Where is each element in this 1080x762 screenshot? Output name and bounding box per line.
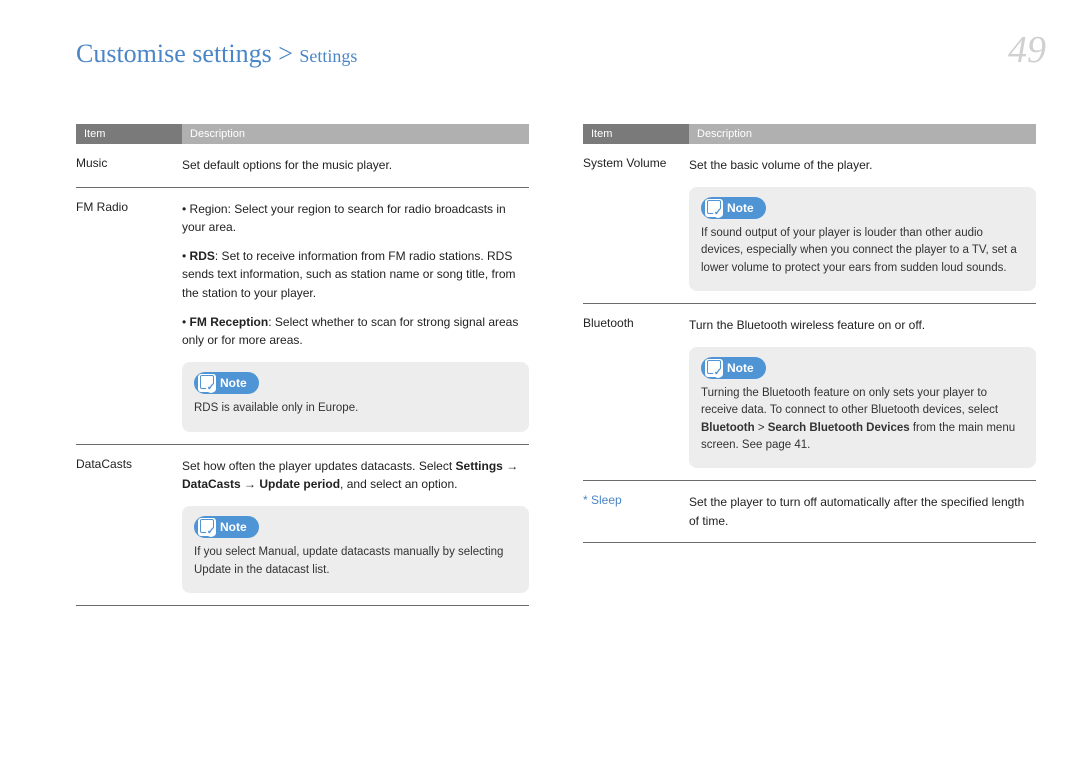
th-item: Item	[76, 124, 182, 144]
arrow-icon: →	[503, 459, 518, 473]
sub-item: • RDS: Set to receive information from F…	[182, 247, 529, 303]
note-part: Turning the Bluetooth feature on only se…	[701, 387, 998, 416]
th-description: Description	[689, 124, 1036, 144]
sub-item: • FM Reception: Select whether to scan f…	[182, 313, 529, 350]
desc-part: , and select an option.	[340, 477, 457, 491]
right-column: Item Description System Volume Set the b…	[583, 124, 1036, 606]
note-icon	[705, 359, 723, 377]
desc-line: • Region: Select your region to search f…	[182, 200, 529, 237]
item-label: Bluetooth	[583, 316, 689, 468]
arrow-icon: →	[241, 477, 260, 491]
note-badge: Note	[701, 357, 766, 380]
note-bold: Search Bluetooth Devices	[768, 422, 910, 434]
breadcrumb: Customise settings > Settings	[76, 39, 357, 69]
page-number: 49	[1008, 28, 1046, 72]
desc-bold: DataCasts	[182, 477, 241, 491]
note-text: RDS is available only in Europe.	[194, 400, 517, 417]
note-label: Note	[727, 199, 754, 218]
page-header: Customise settings > Settings 49	[76, 28, 1046, 72]
note-box: Note If sound output of your player is l…	[689, 187, 1036, 291]
note-text: If sound output of your player is louder…	[701, 225, 1024, 277]
table-row: Music Set default options for the music …	[76, 144, 529, 188]
content-columns: Item Description Music Set default optio…	[76, 124, 1036, 606]
th-description: Description	[182, 124, 529, 144]
note-icon	[198, 374, 216, 392]
breadcrumb-main: Customise settings >	[76, 39, 299, 68]
desc-part: Set how often the player updates datacas…	[182, 459, 456, 473]
note-label: Note	[220, 374, 247, 393]
table-header: Item Description	[583, 124, 1036, 144]
note-box: Note RDS is available only in Europe.	[182, 362, 529, 432]
note-badge: Note	[194, 516, 259, 539]
table-row: System Volume Set the basic volume of th…	[583, 144, 1036, 304]
table-header: Item Description	[76, 124, 529, 144]
note-bold: Bluetooth	[701, 422, 755, 434]
note-badge: Note	[701, 197, 766, 220]
table-row: FM Radio • Region: Select your region to…	[76, 188, 529, 445]
desc-line: Set the basic volume of the player.	[689, 156, 1036, 175]
item-desc: Turn the Bluetooth wireless feature on o…	[689, 316, 1036, 468]
desc-line: Turn the Bluetooth wireless feature on o…	[689, 316, 1036, 335]
item-desc: Set the basic volume of the player. Note…	[689, 156, 1036, 291]
item-label: FM Radio	[76, 200, 182, 432]
sub-label: RDS	[190, 249, 215, 263]
sub-text: : Set to receive information from FM rad…	[182, 249, 516, 300]
item-desc: Set how often the player updates datacas…	[182, 457, 529, 593]
item-desc: • Region: Select your region to search f…	[182, 200, 529, 432]
note-sep: >	[755, 422, 768, 434]
desc-bold: Update period	[259, 477, 340, 491]
left-column: Item Description Music Set default optio…	[76, 124, 529, 606]
note-text: If you select Manual, update datacasts m…	[194, 544, 517, 579]
table-row: Bluetooth Turn the Bluetooth wireless fe…	[583, 304, 1036, 481]
note-label: Note	[727, 359, 754, 378]
note-badge: Note	[194, 372, 259, 395]
item-label: * Sleep	[583, 493, 689, 530]
note-box: Note Turning the Bluetooth feature on on…	[689, 347, 1036, 469]
sub-label: FM Reception	[190, 315, 269, 329]
item-label-text: Sleep	[591, 493, 622, 507]
item-label: DataCasts	[76, 457, 182, 593]
item-label: Music	[76, 156, 182, 175]
item-desc: Set the player to turn off automatically…	[689, 493, 1036, 530]
note-icon	[198, 518, 216, 536]
table-row: DataCasts Set how often the player updat…	[76, 445, 529, 606]
item-desc: Set default options for the music player…	[182, 156, 529, 175]
breadcrumb-sub: Settings	[299, 46, 357, 66]
desc-bold: Settings	[456, 459, 503, 473]
note-text: Turning the Bluetooth feature on only se…	[701, 385, 1024, 454]
th-item: Item	[583, 124, 689, 144]
note-label: Note	[220, 518, 247, 537]
table-row: * Sleep Set the player to turn off autom…	[583, 481, 1036, 543]
item-label: System Volume	[583, 156, 689, 291]
note-box: Note If you select Manual, update dataca…	[182, 506, 529, 593]
note-icon	[705, 199, 723, 217]
